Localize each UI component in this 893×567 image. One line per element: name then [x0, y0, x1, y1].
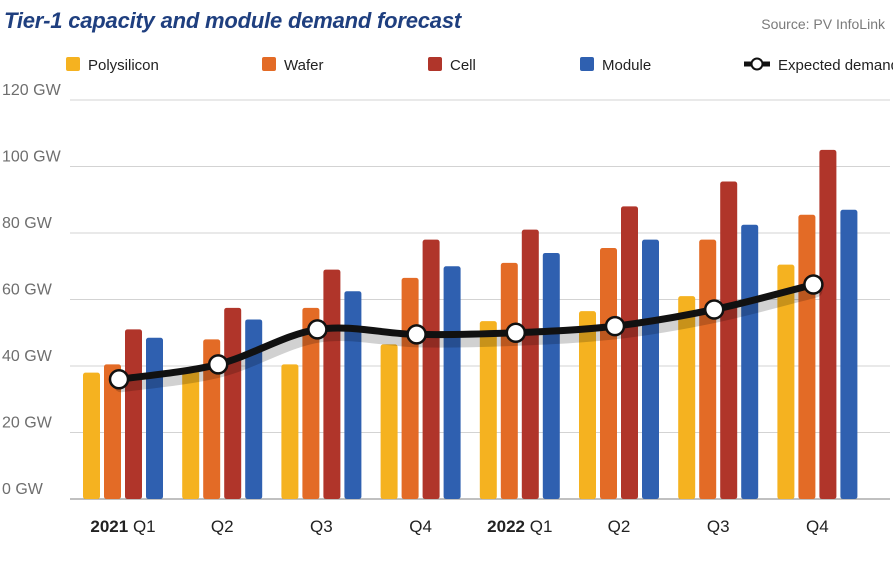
bar-wafer: [798, 214, 816, 499]
x-tick-label: Q2: [211, 517, 234, 536]
bar-cell: [224, 307, 242, 499]
bar-cell: [323, 269, 341, 499]
demand-point: [803, 274, 824, 295]
legend-swatch-polysilicon: [66, 57, 80, 71]
bar-module: [245, 319, 263, 499]
bar-wafer: [302, 307, 320, 499]
legend-swatch-module: [580, 57, 594, 71]
legend-label: Polysilicon: [88, 57, 159, 74]
bar-cell: [720, 181, 738, 499]
y-tick-label: 40 GW: [2, 348, 53, 365]
legend-swatch-wafer: [262, 57, 276, 71]
y-tick-label: 100 GW: [2, 149, 62, 166]
legend-line-marker: [750, 57, 764, 71]
x-tick-label: Q3: [707, 517, 730, 536]
y-tick-label: 0 GW: [2, 481, 44, 498]
bar-wafer: [699, 239, 717, 499]
bar-cell: [422, 239, 440, 499]
bar-cell: [125, 329, 142, 499]
x-tick-label: Q3: [310, 517, 333, 536]
bar-polysilicon: [182, 369, 200, 499]
bar-wafer: [401, 277, 419, 499]
x-tick-quarter: Q4: [409, 517, 432, 536]
y-tick-label: 80 GW: [2, 215, 53, 232]
bar-polysilicon: [380, 344, 398, 499]
bar-wafer: [500, 262, 518, 499]
x-tick-label: Q4: [409, 517, 432, 536]
x-tick-year: 2022: [487, 517, 525, 536]
legend-label: Cell: [450, 57, 476, 74]
y-tick-label: 20 GW: [2, 415, 53, 432]
demand-point: [505, 322, 527, 343]
y-tick-label: 60 GW: [2, 282, 53, 299]
x-tick-label: Q4: [806, 517, 829, 536]
x-tick-quarter: Q1: [133, 517, 156, 536]
bar-polysilicon: [678, 296, 696, 499]
bar-module: [443, 266, 461, 499]
bar-wafer: [600, 247, 617, 499]
legend-label: Wafer: [284, 57, 323, 74]
x-tick-quarter: Q4: [806, 517, 829, 536]
demand-point: [108, 369, 130, 390]
bar-polysilicon: [777, 264, 795, 499]
legend-label: Expected demand: [778, 57, 893, 74]
x-tick-quarter: Q2: [608, 517, 631, 536]
demand-point: [207, 354, 229, 375]
bar-module: [344, 291, 362, 499]
bar-cell: [819, 149, 837, 499]
chart-source: Source: PV InfoLink: [761, 16, 885, 32]
demand-point: [406, 324, 427, 345]
bar-cell: [621, 206, 638, 499]
demand-point: [703, 299, 725, 320]
chart-title: Tier-1 capacity and module demand foreca…: [4, 8, 462, 33]
demand-point: [307, 319, 328, 340]
demand-point: [604, 315, 626, 337]
bar-wafer: [104, 364, 121, 499]
bar-wafer: [203, 339, 221, 499]
bar-module: [642, 239, 659, 499]
x-tick-quarter: Q3: [310, 517, 333, 536]
legend-label: Module: [602, 57, 651, 74]
x-tick-quarter: Q2: [211, 517, 234, 536]
x-tick-label: Q2: [608, 517, 631, 536]
x-tick-year: 2021: [90, 517, 128, 536]
x-tick-label: 2021 Q1: [90, 517, 155, 536]
bar-polysilicon: [479, 321, 497, 499]
y-tick-label: 120 GW: [2, 82, 62, 99]
x-tick-label: 2022 Q1: [487, 517, 552, 536]
bar-cell: [521, 229, 539, 500]
legend-swatch-cell: [428, 57, 442, 71]
bar-module: [542, 252, 560, 499]
x-tick-quarter: Q3: [707, 517, 730, 536]
bar-module: [146, 337, 163, 499]
bar-module: [840, 209, 858, 499]
bar-module: [741, 224, 759, 499]
bar-polysilicon: [83, 372, 100, 499]
bar-polysilicon: [579, 311, 596, 499]
bar-polysilicon: [281, 364, 299, 499]
x-tick-quarter: Q1: [530, 517, 553, 536]
